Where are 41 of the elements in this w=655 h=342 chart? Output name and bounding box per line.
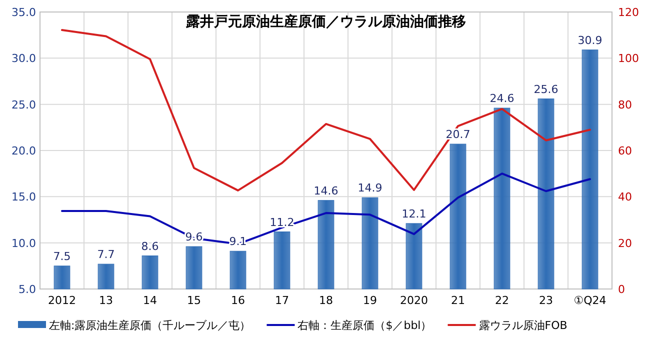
y2-tick-label: 100 [618,52,639,66]
data-label: 30.9 [578,34,602,47]
data-label: 12.1 [402,207,426,220]
data-label: 8.6 [141,240,159,253]
y2-tick-label: 80 [618,98,632,112]
x-tick-label: 22 [495,294,509,307]
y-tick-label: 35.0 [12,6,36,19]
y2-tick-label: 60 [618,144,632,158]
x-tick-label: 23 [539,294,553,307]
y-tick-label: 30.0 [12,52,36,66]
data-label: 24.6 [490,92,514,106]
x-tick-label: 13 [99,294,113,307]
y-tick-label: 10.0 [12,236,36,250]
x-tick-label: 17 [275,294,289,307]
data-label: 11.2 [270,216,294,229]
y-tick-label: 5.0 [18,283,36,296]
x-tick-label: 21 [451,294,465,307]
x-tick-label: 15 [187,294,201,307]
y2-tick-label: 120 [618,6,639,19]
data-label: 7.7 [97,248,115,262]
data-label: 14.9 [358,182,382,195]
y2-tick-label: 40 [618,190,632,204]
x-tick-label: 18 [319,294,333,307]
x-tick-label: 2012 [48,294,76,307]
data-label: 7.5 [53,250,71,263]
y2-tick-label: 20 [618,236,632,250]
x-tick-label: 2020 [400,294,428,307]
data-label: 14.6 [314,184,338,198]
legend-label: 右軸：生産原価（$／bbl） [298,319,432,332]
x-tick-label: ①Q24 [574,294,606,307]
y-tick-label: 15.0 [12,190,36,204]
x-tick-label: 16 [231,294,245,307]
y-tick-label: 25.0 [12,98,36,112]
data-label: 25.6 [534,82,558,96]
y-tick-label: 20.0 [12,144,36,158]
legend-label: 露ウラル原油FOB [478,319,568,332]
x-tick-label: 14 [143,294,157,307]
legend-label: 左軸:露原油生産原価（千ルーブル／屯） [49,319,251,332]
y2-tick-label: 0 [618,283,625,296]
chart-title: 露井戸元原油生産原価／ウラル原油油価推移 [185,13,466,30]
x-tick-label: 19 [363,294,377,307]
